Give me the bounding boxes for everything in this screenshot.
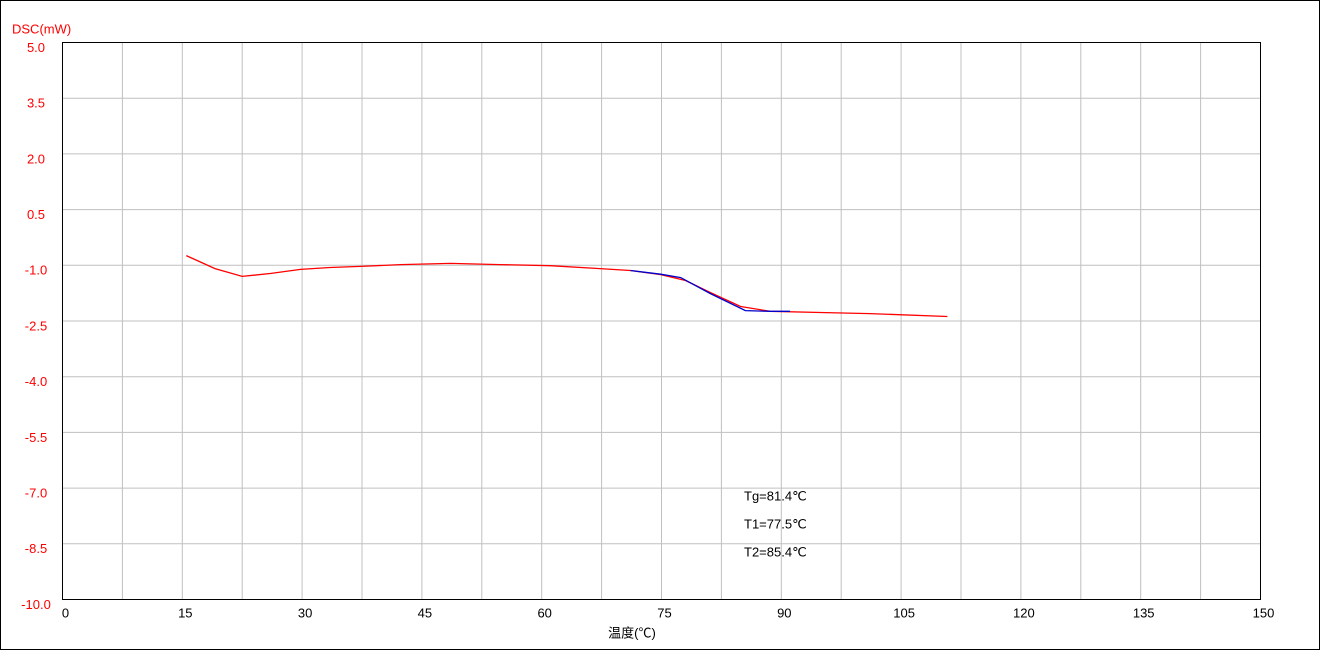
y-tick-label: -1.0 (25, 263, 47, 278)
y-tick-label: -4.0 (25, 374, 47, 389)
y-tick-label: -5.5 (25, 430, 47, 445)
y-tick-label: 3.5 (27, 96, 45, 111)
y-tick-label: 5.0 (27, 40, 45, 55)
y-tick-label: 0.5 (27, 207, 45, 222)
x-tick-label: 90 (777, 605, 791, 620)
x-tick-label: 150 (1253, 605, 1275, 620)
plot-area (62, 42, 1261, 600)
x-tick-label: 135 (1133, 605, 1155, 620)
x-tick-label: 75 (657, 605, 671, 620)
y-tick-label: 2.0 (27, 151, 45, 166)
x-tick-label: 15 (178, 605, 192, 620)
data-line (186, 255, 948, 318)
y-tick-label: -10.0 (21, 597, 51, 612)
x-tick-label: 120 (1013, 605, 1035, 620)
y-tick-label: -7.0 (25, 486, 47, 501)
x-tick-label: 60 (537, 605, 551, 620)
annotation: T2=85.4℃ (744, 544, 807, 559)
x-tick-label: 45 (418, 605, 432, 620)
y-axis-label: DSC(mW) (12, 21, 71, 36)
x-tick-label: 30 (298, 605, 312, 620)
y-tick-label: -2.5 (25, 318, 47, 333)
data-line (630, 269, 791, 312)
x-axis-label: 温度(℃) (608, 625, 656, 640)
x-tick-label: 0 (62, 605, 69, 620)
annotation: Tg=81.4℃ (744, 488, 807, 503)
annotation: T1=77.5℃ (744, 516, 807, 531)
x-tick-label: 105 (893, 605, 915, 620)
y-tick-label: -8.5 (25, 541, 47, 556)
